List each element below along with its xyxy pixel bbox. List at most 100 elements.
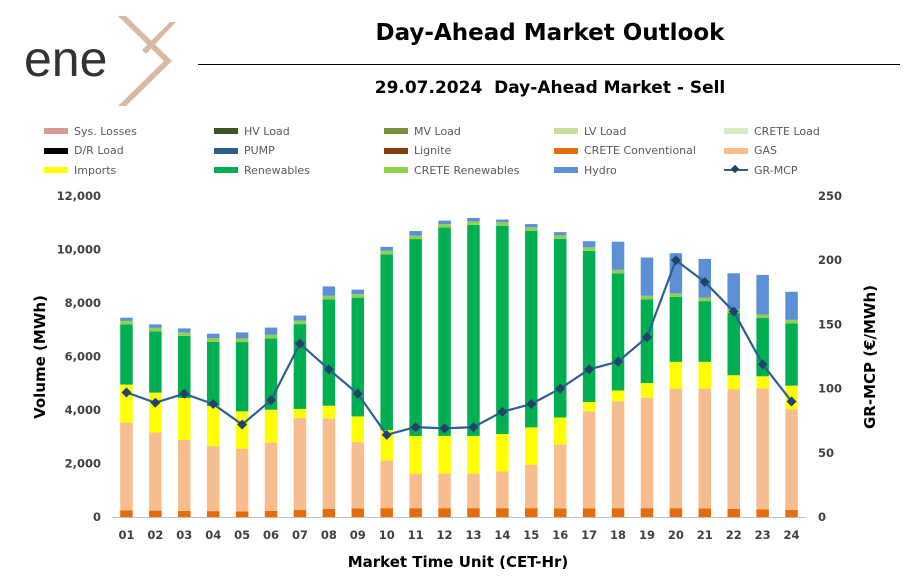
chart-legend: Sys. Losses HV Load MV Load LV Load CRETE Lo… [44,122,894,182]
legend-swatch [724,128,748,134]
bar-hydro-16 [553,232,567,236]
bar-crete-conventional-24 [785,510,798,517]
bar-crete-renewables-05 [235,338,249,343]
bar-crete-renewables-12 [438,224,451,228]
bar-hydro-17 [582,241,596,248]
x-tick-label: 19 [639,528,655,542]
bar-gas-18 [611,401,625,509]
bar-gas-15 [525,464,538,509]
bar-hydro-23 [756,274,769,315]
x-tick-label: 04 [205,528,221,542]
bar-hydro-02 [149,324,162,328]
bar-crete-renewables-08 [322,295,336,300]
x-tick-label: 17 [581,528,597,542]
bar-gas-04 [206,446,220,512]
bar-crete-conventional-09 [351,508,365,517]
bar-gas-19 [640,397,654,509]
bar-imports-07 [293,408,307,419]
x-tick-label: 12 [437,528,453,542]
y2-tick-label: 250 [818,189,842,203]
bar-crete-renewables-20 [669,293,683,297]
y2-tick-label: 0 [818,510,826,524]
bar-gas-17 [582,411,596,509]
bar-hydro-11 [409,231,422,236]
bar-renewables-02 [149,331,162,393]
bar-hydro-22 [727,273,740,310]
bar-gas-07 [293,418,307,511]
legend-item-sys-losses: Sys. Losses [44,122,137,140]
x-tick-label: 18 [610,528,626,542]
bar-imports-16 [553,417,567,445]
bar-renewables-21 [698,301,712,362]
bar-gas-21 [698,388,712,509]
bar-gas-20 [669,388,683,509]
legend-swatch [44,167,68,173]
legend-swatch [384,128,408,134]
x-tick-label: 02 [147,528,163,542]
legend-item-mv-load: MV Load [384,122,461,140]
logo-text: ene [24,31,107,87]
bar-imports-06 [264,409,278,443]
bar-crete-conventional-02 [149,510,162,517]
bar-imports-21 [698,361,712,389]
mcp-line [126,259,793,436]
legend-swatch [44,128,68,134]
bar-crete-renewables-21 [698,297,712,302]
bar-crete-conventional-08 [322,508,336,517]
bar-renewables-22 [727,312,740,376]
bar-crete-renewables-17 [582,247,596,251]
bar-crete-renewables-23 [756,314,769,318]
bar-gas-02 [149,432,162,511]
bar-crete-renewables-03 [178,332,191,336]
legend-swatch [44,147,68,154]
x-tick-label: 05 [234,528,250,542]
legend-label: Sys. Losses [74,124,137,138]
legend-item-imports: Imports [44,161,116,179]
bar-imports-17 [582,401,596,412]
legend-item-lv-load: LV Load [554,122,626,140]
mcp-marker-09 [352,388,363,399]
x-tick-label: 16 [552,528,568,542]
bar-imports-15 [525,427,538,465]
bar-gas-09 [351,442,365,509]
bar-crete-conventional-19 [640,508,654,517]
legend-swatch [554,167,578,173]
x-tick-label: 03 [176,528,192,542]
bar-hydro-24 [785,291,798,320]
legend-label: Hydro [584,163,617,177]
bar-crete-renewables-10 [380,250,393,255]
y-tick-label: 6,000 [65,350,101,364]
x-tick-label: 14 [494,528,510,542]
mcp-marker-22 [728,306,739,317]
bar-gas-24 [785,409,798,511]
bar-imports-18 [611,390,625,402]
mcp-marker-07 [294,338,305,349]
bar-crete-renewables-07 [293,320,307,325]
bar-imports-23 [756,376,769,389]
legend-item-pump: PUMP [214,142,275,160]
bar-imports-12 [438,435,451,474]
bar-renewables-16 [553,238,567,418]
bar-renewables-18 [611,273,625,391]
bar-gas-10 [380,460,393,509]
legend-label: GAS [754,144,778,157]
mcp-marker-06 [266,395,277,406]
bar-hydro-06 [264,327,278,335]
bar-crete-conventional-03 [178,510,191,517]
legend-item-crete-conventional: CRETE Conventional [554,142,696,160]
bar-hydro-18 [611,241,625,270]
legend-swatch [384,167,408,173]
bar-imports-09 [351,416,365,443]
x-axis-title: Market Time Unit (CET-Hr) [348,553,569,571]
legend-swatch [554,128,578,134]
bar-renewables-14 [496,225,509,435]
mcp-marker-10 [381,429,392,440]
mcp-marker-04 [208,399,219,410]
bar-imports-14 [496,434,509,472]
bar-gas-12 [438,473,451,509]
legend-item-gas: GAS [724,142,777,160]
title-divider [198,64,900,65]
legend-label: LV Load [584,124,627,138]
y-tick-label: 2,000 [65,457,101,471]
y2-tick-label: 100 [818,382,842,396]
